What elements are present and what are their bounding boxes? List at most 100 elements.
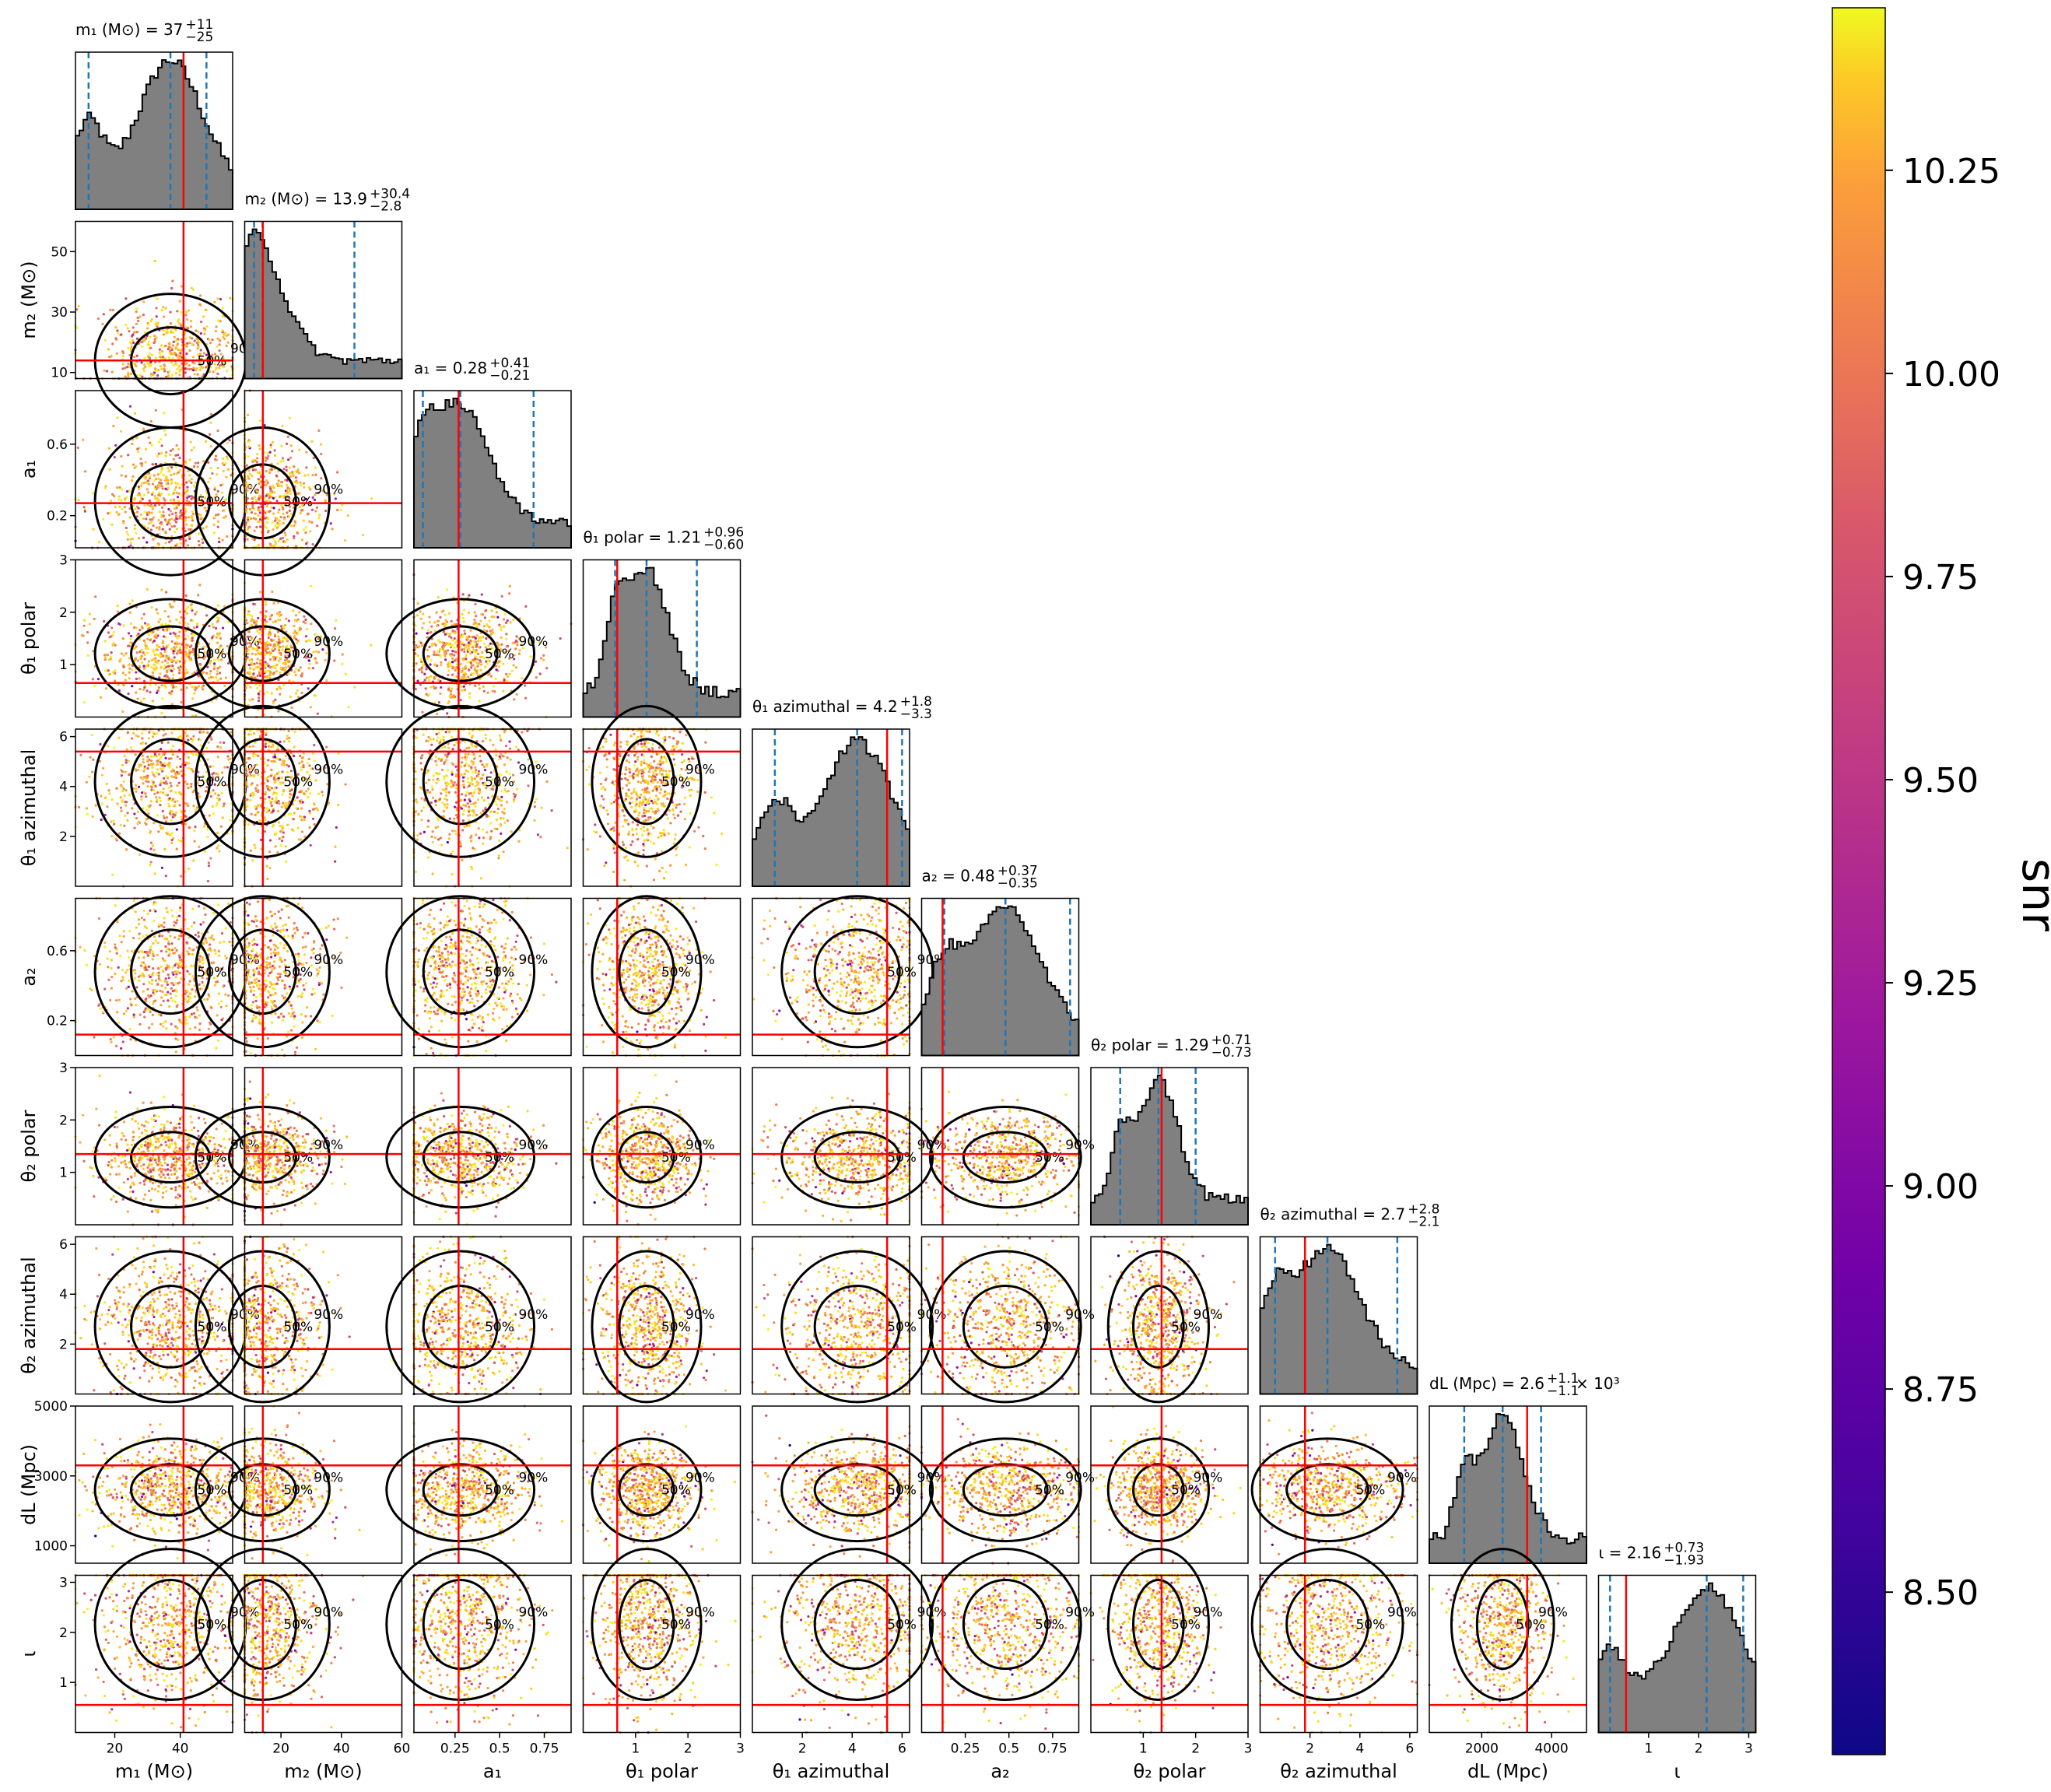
sample-point	[114, 444, 117, 447]
sample-point	[141, 791, 143, 794]
sample-point	[142, 537, 145, 539]
sample-point	[479, 661, 482, 663]
sample-point	[259, 659, 261, 661]
sample-point	[187, 738, 189, 741]
sample-point	[162, 645, 164, 647]
sample-point	[433, 664, 436, 666]
sample-point	[141, 465, 143, 467]
title-lower-m2: −2.8	[370, 199, 401, 215]
sample-point	[200, 321, 202, 323]
sample-point	[468, 650, 471, 652]
sample-point	[308, 758, 310, 760]
sample-point	[103, 620, 105, 622]
sample-point	[295, 674, 297, 676]
sample-point	[117, 737, 120, 739]
contour-label-90: 90%	[314, 634, 343, 650]
sample-point	[524, 605, 527, 608]
sample-point	[160, 438, 162, 440]
sample-point	[188, 826, 191, 829]
sample-point	[472, 664, 475, 666]
sample-point	[165, 657, 167, 659]
sample-point	[334, 627, 336, 629]
sample-point	[131, 475, 134, 478]
sample-point	[336, 509, 338, 511]
sample-point	[106, 370, 108, 372]
sample-point	[130, 373, 132, 375]
sample-point	[144, 477, 146, 479]
sample-point	[158, 492, 160, 494]
sample-point	[215, 676, 217, 679]
sample-point	[505, 638, 507, 640]
sample-point	[150, 606, 153, 608]
sample-point	[268, 636, 270, 639]
sample-point	[259, 525, 261, 528]
sample-point	[150, 785, 153, 787]
sample-point	[488, 619, 490, 622]
sample-point	[152, 508, 154, 510]
sample-point	[304, 622, 307, 624]
sample-point	[190, 440, 192, 443]
sample-point	[540, 657, 542, 659]
sample-point	[206, 836, 209, 838]
sample-point	[469, 629, 472, 632]
sample-point	[174, 804, 177, 806]
sample-point	[164, 518, 167, 521]
sample-point	[285, 755, 287, 757]
sample-point	[140, 482, 142, 484]
sample-point	[164, 454, 167, 457]
sample-point	[172, 357, 174, 359]
sample-point	[186, 783, 188, 785]
sample-point	[294, 619, 296, 622]
sample-point	[333, 659, 335, 661]
sample-point	[115, 511, 117, 514]
sample-point	[303, 482, 305, 485]
sample-point	[140, 798, 142, 801]
sample-point	[217, 514, 219, 516]
sample-point	[135, 691, 137, 693]
sample-point	[286, 824, 289, 826]
sample-point	[521, 677, 523, 679]
sample-point	[217, 319, 219, 321]
sample-point	[265, 459, 267, 461]
sample-point	[219, 320, 222, 322]
sample-point	[188, 528, 190, 531]
sample-point	[184, 507, 187, 510]
sample-point	[131, 685, 133, 687]
sample-point	[289, 457, 292, 459]
sample-point	[274, 645, 276, 647]
sample-point	[198, 540, 200, 542]
sample-point	[461, 668, 464, 670]
sample-point	[515, 666, 517, 668]
sample-point	[251, 624, 253, 626]
sample-point	[251, 497, 254, 500]
sample-point	[189, 504, 191, 507]
sample-point	[185, 608, 188, 610]
sample-point	[131, 737, 133, 739]
sample-point	[110, 355, 112, 357]
sample-point	[159, 824, 161, 826]
sample-point	[316, 661, 318, 664]
sample-point	[156, 612, 159, 615]
sample-point	[222, 462, 224, 465]
sample-point	[253, 622, 255, 624]
sample-point	[170, 361, 172, 363]
sample-point	[216, 832, 219, 834]
sample-point	[454, 669, 456, 672]
sample-point	[181, 667, 183, 669]
sample-point	[465, 636, 468, 639]
sample-point	[170, 539, 173, 542]
sample-point	[429, 631, 432, 633]
sample-point	[178, 500, 181, 502]
sample-point	[473, 644, 475, 646]
sample-point	[266, 764, 268, 766]
sample-point	[154, 488, 156, 490]
sample-point	[160, 365, 162, 367]
sample-point	[292, 609, 294, 612]
sample-point	[258, 666, 261, 668]
sample-point	[172, 798, 174, 800]
sample-point	[169, 603, 171, 605]
sample-point	[138, 665, 141, 667]
sample-point	[141, 737, 143, 739]
sample-point	[147, 633, 149, 636]
sample-point	[170, 670, 173, 672]
